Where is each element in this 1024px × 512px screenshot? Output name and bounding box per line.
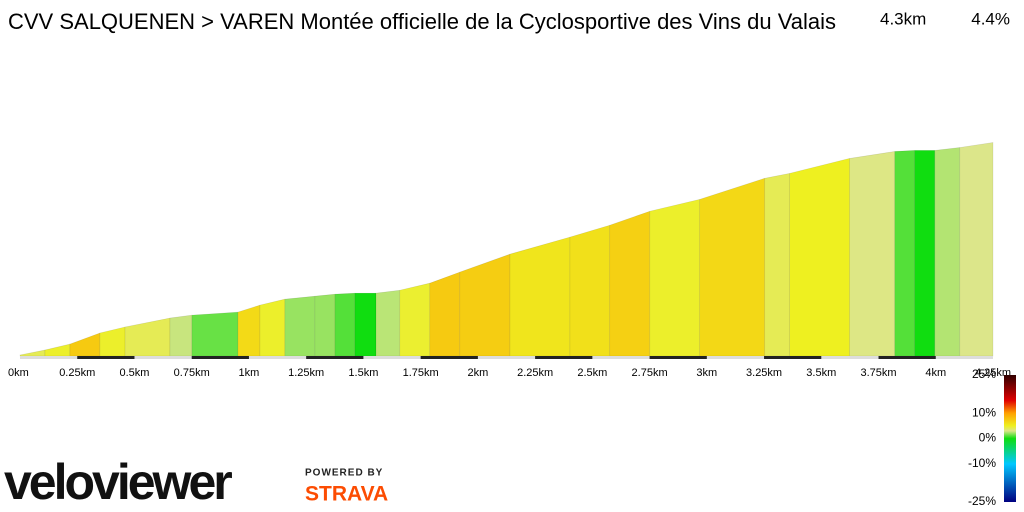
tick-band <box>420 356 478 359</box>
gradient-segment <box>764 172 791 357</box>
gradient-segment <box>569 224 611 357</box>
x-tick-label: 2km <box>467 367 488 379</box>
gradient-segment <box>699 177 766 357</box>
colorbar-label: -25% <box>968 494 996 508</box>
tick-band <box>77 356 135 359</box>
gradient-label: 4.4% <box>971 9 1010 28</box>
gradient-segment <box>375 289 401 357</box>
gradient-segment <box>124 317 171 357</box>
gradient-segment <box>459 253 511 357</box>
distance-label: 4.3km <box>880 9 926 28</box>
gradient-segment <box>649 198 701 357</box>
tick-band <box>649 356 707 359</box>
x-tick-label: 2.25km <box>517 367 553 379</box>
powered-by: POWERED BY <box>305 468 383 479</box>
axis-strip <box>20 356 993 359</box>
strava-logo: STRAVA <box>305 483 388 506</box>
gradient-segment <box>259 298 286 357</box>
tick-band <box>535 356 593 359</box>
x-tick-label: 0.5km <box>119 367 149 379</box>
colorbar-label: 25% <box>972 367 996 381</box>
x-tick-label: 3km <box>696 367 717 379</box>
colorbar-label: 0% <box>979 431 997 445</box>
x-tick-label: 1.75km <box>403 367 439 379</box>
gradient-segment <box>509 236 571 357</box>
gradient-segment <box>99 326 126 357</box>
gradient-segment <box>334 292 356 357</box>
gradient-segment <box>69 332 101 357</box>
colorbar-label: -10% <box>968 456 996 470</box>
gradient-segment <box>191 311 239 357</box>
x-tick-label: 2.75km <box>632 367 668 379</box>
gradient-segment <box>169 314 193 357</box>
x-tick-label: 1km <box>239 367 260 379</box>
x-tick-label: 4.25km <box>975 367 1011 379</box>
logo-text: veloviewer <box>4 454 232 510</box>
x-tick-label: 3.25km <box>746 367 782 379</box>
gradient-segment <box>44 343 71 357</box>
gradient-segment <box>237 304 261 357</box>
gradient-segment <box>609 210 651 357</box>
x-tick-label: 2.5km <box>577 367 607 379</box>
gradient-segment <box>959 142 994 357</box>
gradient-segment <box>894 150 916 357</box>
tick-band <box>306 356 364 359</box>
x-tick-label: 1.25km <box>288 367 324 379</box>
colorbar <box>1004 375 1016 502</box>
gradient-segment <box>934 147 961 357</box>
gradient-segment <box>849 151 896 357</box>
gradient-segment <box>914 150 936 357</box>
logo: veloviewer <box>4 454 232 510</box>
x-tick-label: 0.25km <box>59 367 95 379</box>
x-tick-label: 0km <box>8 367 29 379</box>
tick-band <box>764 356 822 359</box>
x-tick-label: 1.5km <box>348 367 378 379</box>
gradient-segment <box>399 282 431 357</box>
gradient-segment <box>354 292 377 357</box>
gradient-segment <box>314 293 336 357</box>
gradient-segment <box>19 349 46 357</box>
gradient-segment <box>284 295 316 357</box>
tick-band <box>191 356 249 359</box>
x-tick-label: 4km <box>925 367 946 379</box>
x-tick-label: 3.5km <box>806 367 836 379</box>
x-tick-label: 3.75km <box>860 367 896 379</box>
colorbar-label: 10% <box>972 405 996 419</box>
gradient-segment <box>789 158 850 357</box>
x-tick-label: 0.75km <box>174 367 210 379</box>
chart-title: CVV SALQUENEN > VAREN Montée officielle … <box>8 9 836 34</box>
gradient-segment <box>429 271 461 357</box>
tick-band <box>878 356 936 359</box>
